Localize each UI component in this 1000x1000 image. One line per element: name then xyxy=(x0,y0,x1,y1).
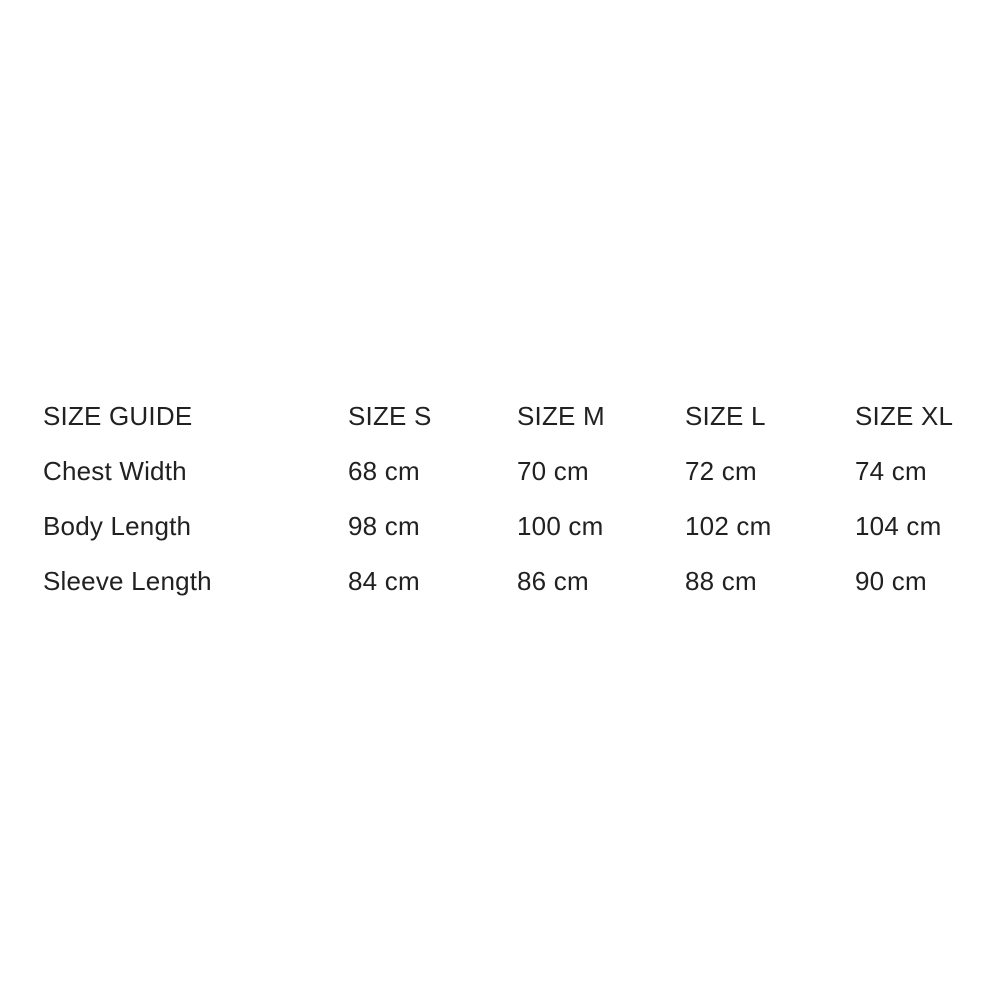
size-guide-table: SIZE GUIDE SIZE S SIZE M SIZE L SIZE XL … xyxy=(43,388,1000,608)
cell-body-length-xl: 104 cm xyxy=(855,510,942,541)
column-header-size-l: SIZE L xyxy=(685,400,766,431)
column-header-size-s: SIZE S xyxy=(348,400,432,431)
cell-body-length-l: 102 cm xyxy=(685,510,772,541)
row-label-chest-width: Chest Width xyxy=(43,455,187,486)
cell-chest-width-s: 68 cm xyxy=(348,455,420,486)
cell-sleeve-length-xl: 90 cm xyxy=(855,565,927,596)
cell-sleeve-length-l: 88 cm xyxy=(685,565,757,596)
cell-sleeve-length-m: 86 cm xyxy=(517,565,589,596)
cell-chest-width-m: 70 cm xyxy=(517,455,589,486)
cell-chest-width-xl: 74 cm xyxy=(855,455,927,486)
column-header-size-m: SIZE M xyxy=(517,400,605,431)
row-label-sleeve-length: Sleeve Length xyxy=(43,565,212,596)
cell-body-length-m: 100 cm xyxy=(517,510,604,541)
size-guide-title: SIZE GUIDE xyxy=(43,400,193,431)
cell-body-length-s: 98 cm xyxy=(348,510,420,541)
cell-sleeve-length-s: 84 cm xyxy=(348,565,420,596)
cell-chest-width-l: 72 cm xyxy=(685,455,757,486)
row-label-body-length: Body Length xyxy=(43,510,192,541)
column-header-size-xl: SIZE XL xyxy=(855,400,954,431)
